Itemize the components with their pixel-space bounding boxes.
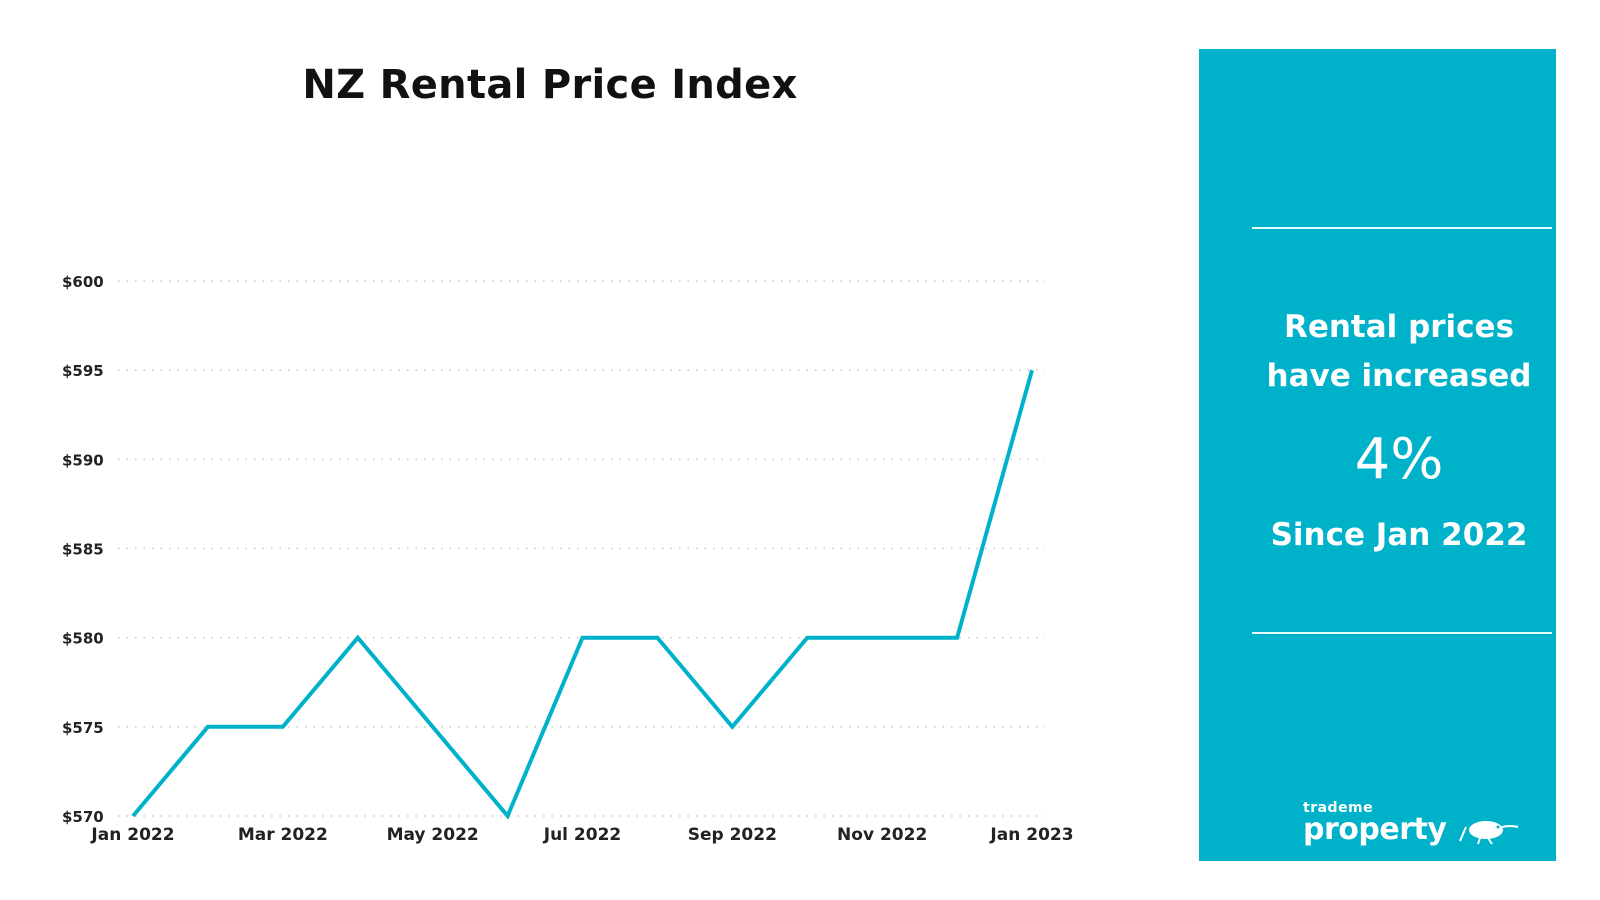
y-tick-label: $590 (62, 451, 104, 469)
summary-panel: Rental prices have increased 4% Since Ja… (1199, 49, 1556, 861)
trademe-property-logo: trademe property (1303, 800, 1519, 847)
y-gridlines (118, 280, 1045, 817)
line-chart: $570 $575 $580 $585 $590 $595 $600 Jan 2022 Mar… (62, 273, 1074, 845)
x-tick-label: Jan 2022 (90, 825, 174, 845)
divider-top (1252, 227, 1552, 229)
y-tick-label: $595 (62, 362, 104, 380)
x-tick-label: Sep 2022 (688, 825, 777, 845)
kiwi-bird-icon (1459, 821, 1519, 845)
chart-title: NZ Rental Price Index (302, 62, 798, 108)
x-tick-label: May 2022 (387, 825, 479, 845)
increase-percent: 4% (1354, 427, 1444, 492)
y-tick-label: $570 (62, 808, 104, 826)
y-tick-label: $575 (62, 719, 104, 737)
x-axis-labels: Jan 2022 Mar 2022 May 2022 Jul 2022 Sep 2022… (90, 825, 1073, 845)
since-label: Since Jan 2022 (1270, 517, 1528, 553)
x-tick-label: Jan 2023 (989, 825, 1073, 845)
logo-property-text: property (1303, 812, 1447, 847)
x-tick-label: Mar 2022 (238, 825, 328, 845)
rent-series-line (131, 369, 1034, 820)
y-tick-label: $600 (62, 273, 104, 291)
x-tick-label: Jul 2022 (543, 825, 622, 845)
y-axis-labels: $570 $575 $580 $585 $590 $595 $600 (62, 273, 104, 826)
logo-trademe-text: trademe (1303, 800, 1374, 816)
x-tick-label: Nov 2022 (837, 825, 927, 845)
summary-line-1: Rental prices (1283, 309, 1515, 345)
divider-bottom (1252, 632, 1552, 634)
y-tick-label: $585 (62, 541, 104, 559)
summary-line-2: have increased (1266, 358, 1532, 394)
y-tick-label: $580 (62, 630, 104, 648)
